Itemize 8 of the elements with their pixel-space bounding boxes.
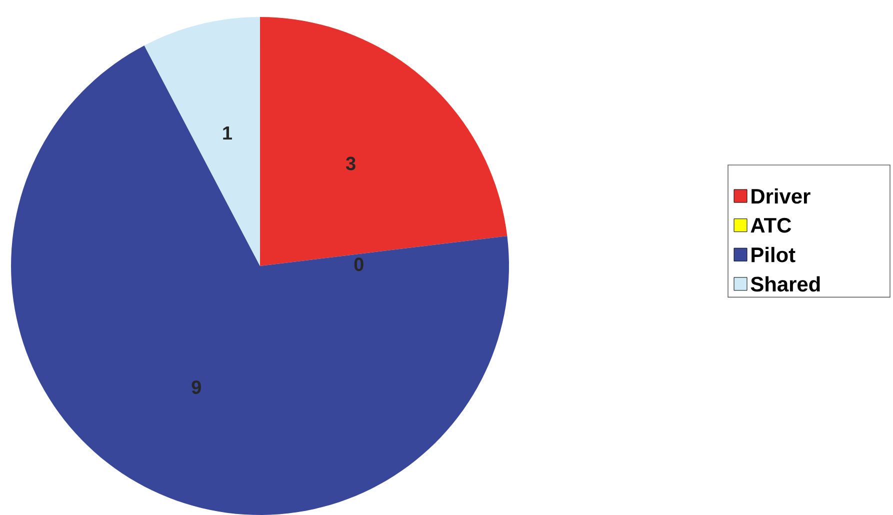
legend-label: Shared xyxy=(750,276,820,292)
legend-label: ATC xyxy=(750,218,792,233)
text: 0 xyxy=(354,258,364,272)
data-label: 3 xyxy=(346,156,356,170)
legend-label: Driver xyxy=(752,188,810,204)
legend-label: Pilot xyxy=(752,246,796,262)
data-label: 9 xyxy=(192,380,201,394)
data-label: 1 xyxy=(223,126,232,140)
